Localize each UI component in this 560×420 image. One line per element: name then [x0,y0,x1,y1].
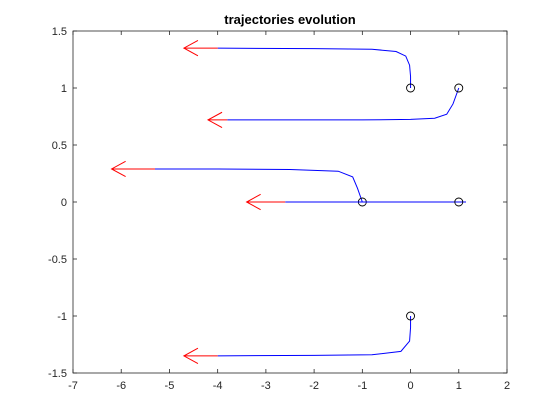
y-tick-label: -1.5 [48,368,67,380]
y-tick-label: -0.5 [48,254,67,266]
x-tick-label: -1 [357,380,367,392]
x-tick-label: -5 [165,380,175,392]
x-tick-label: 1 [456,380,462,392]
y-tick-label: -1 [57,311,67,323]
velocity-arrow-head [245,193,261,211]
x-tick-label: 2 [504,380,510,392]
x-tick-label: -3 [261,380,271,392]
x-tick-label: -2 [309,380,319,392]
chart-title: trajectories evolution [224,12,356,27]
start-point-marker [454,83,464,93]
y-tick-label: 0.5 [52,140,67,152]
x-tick-label: -7 [68,380,78,392]
x-tick-label: -4 [213,380,223,392]
velocity-arrow-head [110,160,126,178]
y-tick-label: 1 [61,83,67,95]
trajectories-layer [110,39,467,365]
start-point-marker [406,311,416,321]
tick-labels: -7 -6 -5 -4 -3 -2 -1 0 1 2 -1.5 -1 -0.5 0 0.5 1 1.5 [48,26,510,392]
start-point-marker [454,197,464,207]
trajectory-line [217,316,412,357]
x-tick-label: -6 [116,380,126,392]
y-tick-label: 1.5 [52,26,67,38]
velocity-arrow-head [182,347,199,365]
trajectory-line [154,168,363,203]
trajectory-line [227,87,460,121]
trajectory-line [217,47,412,88]
velocity-arrow-head [206,111,223,129]
x-tick-label: 0 [407,380,413,392]
velocity-arrow-head [182,39,199,57]
y-tick-label: 0 [61,197,67,209]
start-point-marker [406,83,416,93]
